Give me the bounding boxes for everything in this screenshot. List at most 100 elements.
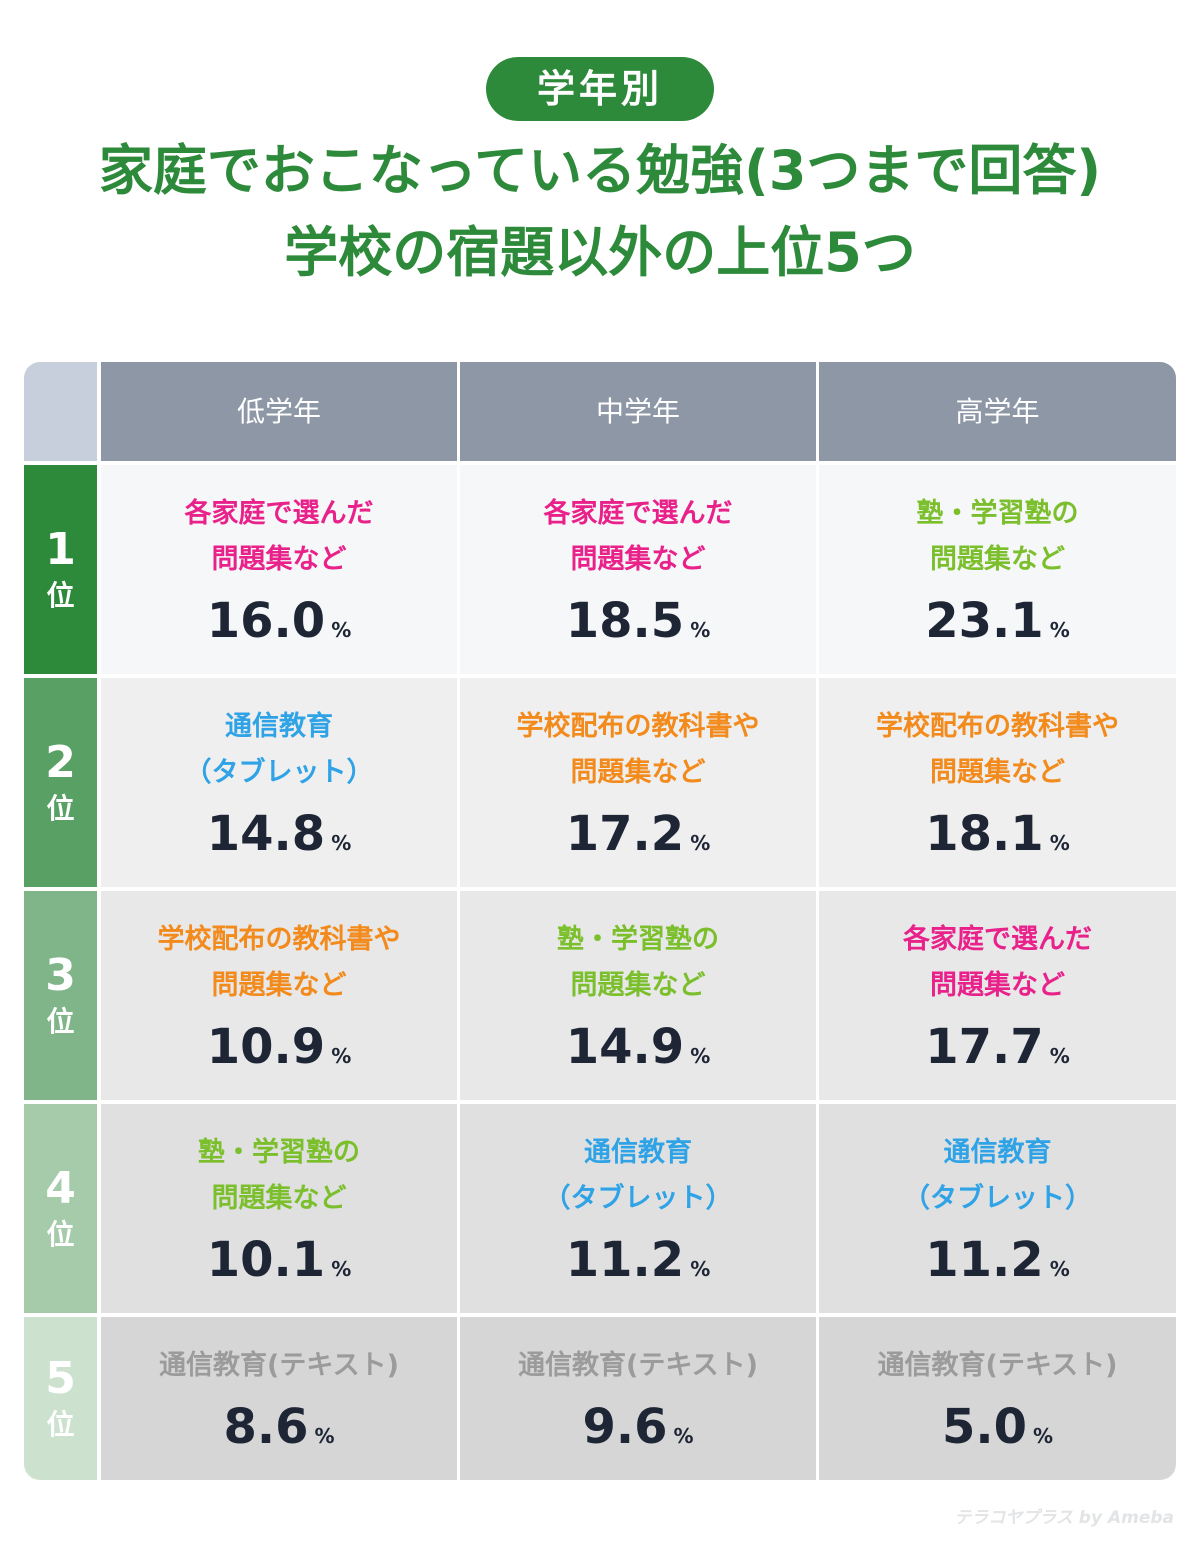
cell-value-row: 17.7% xyxy=(925,1019,1069,1075)
table-cell: 通信教育 （タブレット） 11.2% xyxy=(460,1104,816,1313)
cell-value: 5.0 xyxy=(941,1398,1027,1455)
percent-sign: % xyxy=(1049,830,1070,855)
percent-sign: % xyxy=(331,1043,352,1068)
cell-value-row: 5.0% xyxy=(942,1399,1053,1455)
brand-logo: テラコヤプラス by Ameba xyxy=(954,1508,1174,1528)
table-cell: 各家庭で選んだ 問題集など 16.0% xyxy=(101,465,457,674)
cell-label: 問題集など xyxy=(570,543,706,575)
cell-value-row: 16.0% xyxy=(207,593,351,649)
cell-value-row: 23.1% xyxy=(925,593,1069,649)
cell-label: 通信教育 xyxy=(943,1136,1052,1168)
header-pill: 学年別 xyxy=(486,57,714,121)
cell-value: 8.6 xyxy=(223,1398,309,1455)
cell-value: 23.1 xyxy=(925,592,1044,649)
cell-value: 14.8 xyxy=(206,805,326,862)
rank-suffix: 位 xyxy=(46,578,75,612)
percent-sign: % xyxy=(1049,617,1070,642)
table-cell: 学校配布の教科書や 問題集など 10.9% xyxy=(101,891,457,1100)
rank-number: 2 xyxy=(45,736,76,788)
cell-value: 10.1 xyxy=(206,1231,326,1288)
cell-value-row: 11.2% xyxy=(566,1232,710,1288)
table-corner xyxy=(24,362,97,461)
cell-label: （タブレット） xyxy=(903,1182,1092,1214)
percent-sign: % xyxy=(673,1423,694,1448)
percent-sign: % xyxy=(690,617,711,642)
cell-label: 通信教育(テキスト) xyxy=(159,1349,399,1381)
rank-number: 5 xyxy=(45,1352,76,1404)
cell-value-row: 10.1% xyxy=(207,1232,351,1288)
cell-label: 問題集など xyxy=(211,969,347,1001)
cell-value-row: 9.6% xyxy=(582,1399,693,1455)
cell-value-row: 14.8% xyxy=(207,806,351,862)
cell-label: 問題集など xyxy=(211,543,347,575)
cell-value: 18.5 xyxy=(565,592,685,649)
cell-label: 問題集など xyxy=(570,756,706,788)
table-cell: 通信教育(テキスト) 5.0% xyxy=(819,1317,1176,1480)
cell-value-row: 17.2% xyxy=(566,806,710,862)
percent-sign: % xyxy=(331,617,352,642)
cell-label: 問題集など xyxy=(930,756,1065,788)
cell-label: 問題集など xyxy=(211,1182,347,1214)
cell-label: （タブレット） xyxy=(184,756,374,788)
cell-value-row: 14.9% xyxy=(566,1019,710,1075)
column-header: 中学年 xyxy=(460,362,816,461)
percent-sign: % xyxy=(314,1423,335,1448)
rank-number: 3 xyxy=(45,949,76,1001)
cell-label: 各家庭で選んだ xyxy=(543,497,733,529)
cell-value: 11.2 xyxy=(565,1231,685,1288)
cell-label: 塾・学習塾の xyxy=(557,923,719,955)
table-cell: 学校配布の教科書や 問題集など 18.1% xyxy=(819,678,1176,887)
table-cell: 通信教育 （タブレット） 14.8% xyxy=(101,678,457,887)
page-title-line1: 家庭でおこなっている勉強(3つまで回答) xyxy=(98,139,1102,202)
cell-value-row: 8.6% xyxy=(223,1399,334,1455)
cell-label: 学校配布の教科書や xyxy=(157,923,401,955)
ranking-table: 低学年 中学年 高学年 1 位各家庭で選んだ 問題集など 16.0% 各家庭で選んだ 問題集など… xyxy=(24,362,1176,1480)
cell-value: 17.7 xyxy=(925,1018,1044,1075)
table-cell: 通信教育 （タブレット） 11.2% xyxy=(819,1104,1176,1313)
cell-value: 11.2 xyxy=(925,1231,1044,1288)
cell-label: 学校配布の教科書や xyxy=(876,710,1119,742)
cell-value: 17.2 xyxy=(565,805,685,862)
cell-value-row: 11.2% xyxy=(925,1232,1069,1288)
column-header: 低学年 xyxy=(101,362,457,461)
percent-sign: % xyxy=(690,1043,711,1068)
cell-value: 9.6 xyxy=(582,1398,668,1455)
cell-value: 14.9 xyxy=(565,1018,685,1075)
percent-sign: % xyxy=(331,830,352,855)
rank-suffix: 位 xyxy=(46,1004,75,1038)
cell-value-row: 10.9% xyxy=(207,1019,351,1075)
cell-value-row: 18.5% xyxy=(566,593,710,649)
rank-number: 1 xyxy=(45,523,76,575)
cell-value: 16.0 xyxy=(206,592,326,649)
cell-label: 問題集など xyxy=(930,543,1065,575)
cell-label: 塾・学習塾の xyxy=(916,497,1079,529)
rank-number: 4 xyxy=(45,1162,76,1214)
table-cell: 塾・学習塾の 問題集など 14.9% xyxy=(460,891,816,1100)
table-cell: 通信教育(テキスト) 9.6% xyxy=(460,1317,816,1480)
table-cell: 各家庭で選んだ 問題集など 17.7% xyxy=(819,891,1176,1100)
cell-value: 10.9 xyxy=(206,1018,326,1075)
table-cell: 塾・学習塾の 問題集など 23.1% xyxy=(819,465,1176,674)
cell-label: 通信教育 xyxy=(225,710,333,742)
rank-suffix: 位 xyxy=(46,1217,75,1251)
percent-sign: % xyxy=(690,1256,711,1281)
percent-sign: % xyxy=(1032,1423,1054,1448)
page-title-line2: 学校の宿題以外の上位5つ xyxy=(284,221,916,284)
table-cell: 各家庭で選んだ 問題集など 18.5% xyxy=(460,465,816,674)
table-cell: 通信教育(テキスト) 8.6% xyxy=(101,1317,457,1480)
cell-label: 問題集など xyxy=(570,969,706,1001)
cell-label: （タブレット） xyxy=(543,1182,733,1214)
table-cell: 塾・学習塾の 問題集など 10.1% xyxy=(101,1104,457,1313)
cell-label: 通信教育(テキスト) xyxy=(877,1349,1118,1381)
cell-value: 18.1 xyxy=(925,805,1044,862)
cell-label: 通信教育(テキスト) xyxy=(518,1349,758,1381)
cell-label: 塾・学習塾の xyxy=(198,1136,360,1168)
cell-label: 各家庭で選んだ xyxy=(184,497,374,529)
cell-label: 各家庭で選んだ xyxy=(903,923,1092,955)
table-cell: 学校配布の教科書や 問題集など 17.2% xyxy=(460,678,816,887)
